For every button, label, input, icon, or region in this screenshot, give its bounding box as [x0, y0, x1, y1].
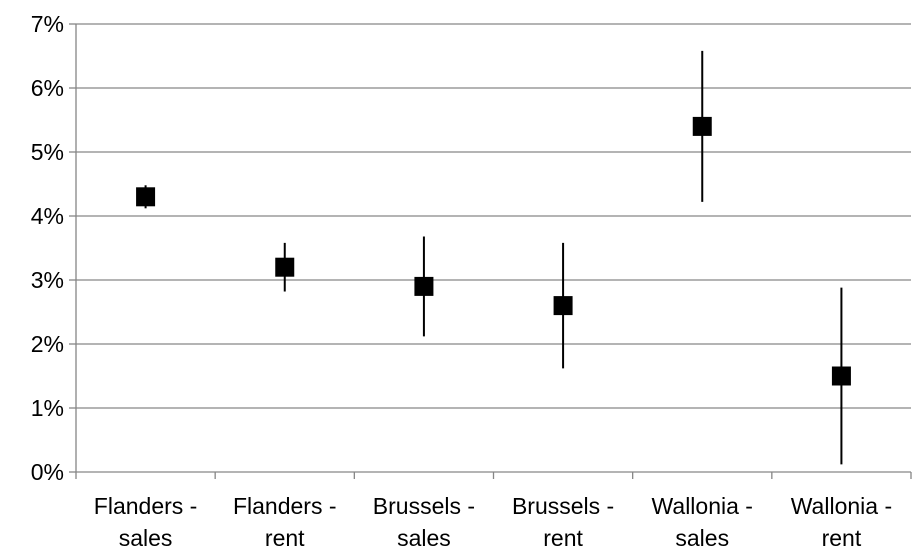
gridlines: [76, 23, 911, 409]
y-tick-label: 6%: [31, 75, 64, 101]
y-tick-label: 5%: [31, 139, 64, 165]
x-category-label: Brussels -sales: [373, 493, 475, 551]
x-category-label: Brussels -rent: [512, 493, 614, 551]
x-category-label: Wallonia -sales: [652, 493, 753, 551]
x-axis-category-labels: Flanders -sales Flanders -rent Brussels -s…: [94, 493, 892, 551]
data-point-marker: [831, 366, 851, 386]
y-axis-tick-labels: 0% 1% 2% 3% 4% 5% 6% 7%: [31, 11, 64, 485]
data-point-marker: [136, 187, 156, 207]
x-category-label: Flanders -sales: [94, 493, 198, 551]
y-tick-label: 7%: [31, 11, 64, 37]
data-point-marker: [692, 116, 712, 136]
y-tick-label: 0%: [31, 459, 64, 485]
error-bars: [144, 50, 843, 465]
y-tick-label: 1%: [31, 395, 64, 421]
y-tick-label: 3%: [31, 267, 64, 293]
y-tick-label: 4%: [31, 203, 64, 229]
x-category-label: Flanders -rent: [233, 493, 337, 551]
data-point-marker: [414, 276, 434, 296]
data-points: [136, 116, 851, 386]
axes: [69, 23, 912, 479]
x-category-label: Wallonia -rent: [791, 493, 892, 551]
y-tick-label: 2%: [31, 331, 64, 357]
data-point-marker: [553, 296, 573, 316]
data-point-marker: [275, 257, 295, 277]
